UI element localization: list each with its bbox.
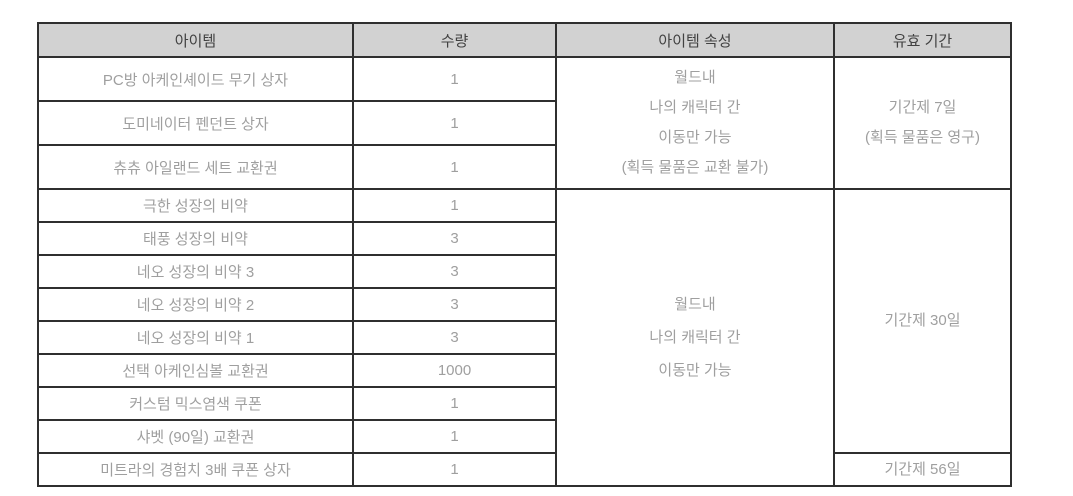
quantity-cell: 1 xyxy=(352,188,557,223)
item-reward-table: 아이템 수량 아이템 속성 유효 기간 PC방 아케인셰이드 무기 상자 1 월… xyxy=(37,22,1012,487)
item-name-cell: 미트라의 경험치 3배 쿠폰 상자 xyxy=(37,452,354,487)
attr-line: 나의 캐릭터 간 xyxy=(649,99,741,116)
quantity-cell: 3 xyxy=(352,254,557,289)
table-row: 츄츄 아일랜드 세트 교환권 1 xyxy=(37,144,1011,190)
header-item: 아이템 xyxy=(37,22,354,58)
attr-line: 월드내 xyxy=(674,296,716,313)
attr-line: (획득 물품은 교환 불가) xyxy=(621,159,769,176)
header-item-attributes: 아이템 속성 xyxy=(555,22,835,58)
table-row: 네오 성장의 비약 3 3 xyxy=(37,254,1011,289)
table-row: 극한 성장의 비약 1 월드내 나의 캐릭터 간 이동만 가능 기간제 30일 xyxy=(37,188,1012,487)
quantity-cell: 1 xyxy=(352,144,557,190)
item-name-cell: 샤벳 (90일) 교환권 xyxy=(37,419,354,454)
quantity-cell: 3 xyxy=(352,320,557,355)
quantity-cell: 3 xyxy=(352,287,557,322)
table-row: 샤벳 (90일) 교환권 1 xyxy=(37,419,1011,454)
period-group-cell: 기간제 7일 (획득 물품은 영구) xyxy=(833,56,1012,190)
item-name-cell: 네오 성장의 비약 3 xyxy=(37,254,354,289)
period-line: 기간제 30일 xyxy=(884,312,961,329)
item-name-cell: 극한 성장의 비약 xyxy=(37,188,354,223)
period-group-cell: 기간제 56일 xyxy=(833,452,1012,487)
table-row: PC방 아케인셰이드 무기 상자 1 월드내 나의 캐릭터 간 이동만 가능 (… xyxy=(37,56,1012,190)
quantity-cell: 1 xyxy=(352,452,557,487)
period-line: 기간제 56일 xyxy=(884,460,961,478)
header-validity-period: 유효 기간 xyxy=(833,22,1012,58)
attr-line: 월드내 xyxy=(674,69,716,86)
attr-group-cell: 월드내 나의 캐릭터 간 이동만 가능 (획득 물품은 교환 불가) xyxy=(555,56,835,190)
quantity-cell: 3 xyxy=(352,221,557,256)
table-row: 네오 성장의 비약 1 3 xyxy=(37,320,1011,355)
attr-line: 나의 캐릭터 간 xyxy=(649,329,741,346)
quantity-cell: 1 xyxy=(352,419,557,454)
quantity-cell: 1 xyxy=(352,56,557,102)
period-line: (획득 물품은 영구) xyxy=(865,129,980,146)
quantity-cell: 1 xyxy=(352,386,557,421)
item-name-cell: 커스텀 믹스염색 쿠폰 xyxy=(37,386,354,421)
item-name-cell: 네오 성장의 비약 2 xyxy=(37,287,354,322)
table-row: 커스텀 믹스염색 쿠폰 1 xyxy=(37,386,1011,421)
item-name-cell: 네오 성장의 비약 1 xyxy=(37,320,354,355)
attr-group-cell: 월드내 나의 캐릭터 간 이동만 가능 xyxy=(555,188,835,487)
quantity-cell: 1 xyxy=(352,100,557,146)
quantity-cell: 1000 xyxy=(352,353,557,388)
table-row: 네오 성장의 비약 2 3 xyxy=(37,287,1011,322)
table-row: 미트라의 경험치 3배 쿠폰 상자 1 기간제 56일 xyxy=(37,452,1012,487)
item-name-cell: 츄츄 아일랜드 세트 교환권 xyxy=(37,144,354,190)
item-name-cell: PC방 아케인셰이드 무기 상자 xyxy=(37,56,354,102)
period-line: 기간제 7일 xyxy=(888,99,957,116)
attr-line: 이동만 가능 xyxy=(658,129,732,146)
item-reward-table-container: 아이템 수량 아이템 속성 유효 기간 PC방 아케인셰이드 무기 상자 1 월… xyxy=(37,22,1012,487)
table-row: 태풍 성장의 비약 3 xyxy=(37,221,1011,256)
attr-line: 이동만 가능 xyxy=(658,362,732,379)
item-name-cell: 도미네이터 펜던트 상자 xyxy=(37,100,354,146)
item-name-cell: 태풍 성장의 비약 xyxy=(37,221,354,256)
header-quantity: 수량 xyxy=(352,22,557,58)
table-header-row: 아이템 수량 아이템 속성 유효 기간 xyxy=(37,22,1012,58)
table-row: 도미네이터 펜던트 상자 1 xyxy=(37,100,1011,146)
period-group-cell: 기간제 30일 xyxy=(833,188,1012,454)
table-row: 선택 아케인심볼 교환권 1000 xyxy=(37,353,1011,388)
item-name-cell: 선택 아케인심볼 교환권 xyxy=(37,353,354,388)
